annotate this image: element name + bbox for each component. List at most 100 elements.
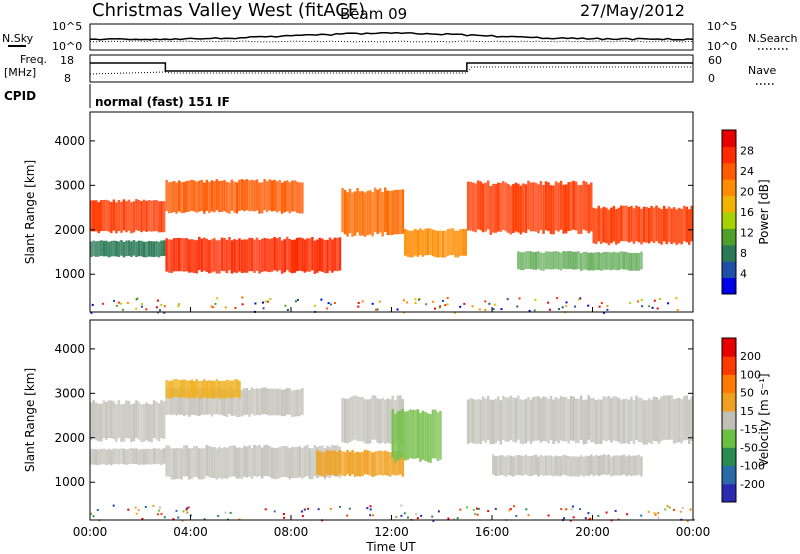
data-cell <box>235 239 239 274</box>
data-cell <box>391 450 394 475</box>
data-cell <box>165 445 168 477</box>
data-cell <box>162 240 166 256</box>
data-cell <box>200 380 204 399</box>
data-cell <box>213 238 216 272</box>
data-cell <box>419 412 422 462</box>
data-speck <box>137 509 140 512</box>
data-speck <box>145 308 148 311</box>
data-speck <box>374 308 377 311</box>
data-cell <box>549 251 553 270</box>
data-cell <box>464 229 467 256</box>
data-cell <box>517 395 520 440</box>
data-cell <box>278 180 281 212</box>
data-cell <box>147 241 151 257</box>
data-cell <box>92 400 95 438</box>
data-cell <box>243 445 246 477</box>
data-cell <box>660 209 663 245</box>
data-band <box>391 408 442 463</box>
data-cell <box>127 448 131 465</box>
data-speck <box>488 302 491 305</box>
data-speck <box>447 517 450 520</box>
data-cell <box>627 399 631 445</box>
data-cell <box>620 205 623 242</box>
data-speck <box>262 307 265 310</box>
data-cell <box>318 451 322 476</box>
data-cell <box>348 188 352 234</box>
data-cell <box>635 455 638 476</box>
data-cell <box>145 448 148 465</box>
data-cell <box>198 236 201 271</box>
data-cell <box>291 447 294 479</box>
data-cell <box>642 206 646 243</box>
data-speck <box>214 302 217 305</box>
data-cell <box>213 380 216 399</box>
data-speck <box>182 510 185 513</box>
data-cell <box>481 183 485 233</box>
x-tick-label: 00:00 <box>73 525 108 539</box>
data-cell <box>537 456 540 477</box>
data-speck <box>284 304 287 307</box>
data-cell <box>183 389 186 416</box>
colorbar-swatch <box>722 338 736 357</box>
colorbar-tick-label: -50 <box>740 441 758 454</box>
data-cell <box>130 202 133 234</box>
data-cell <box>592 252 595 271</box>
data-cell <box>401 452 405 477</box>
data-cell <box>195 379 198 397</box>
data-cell <box>193 388 196 415</box>
freq-panel: Freq. [MHz] 18 8 60 0 Nave <box>4 53 776 85</box>
data-cell <box>255 179 259 211</box>
data-cell <box>270 180 274 212</box>
data-cell <box>288 182 291 214</box>
nsearch-label: N.Search <box>748 32 798 45</box>
data-cell <box>140 404 143 442</box>
data-cell <box>690 396 693 442</box>
data-cell <box>230 445 234 477</box>
x-tick-label: 04:00 <box>173 525 208 539</box>
data-cell <box>572 251 575 270</box>
data-cell <box>223 381 226 399</box>
data-band <box>90 400 166 443</box>
data-cell <box>253 445 256 477</box>
data-cell <box>672 399 676 444</box>
data-cell <box>152 200 156 232</box>
data-cell <box>683 205 686 242</box>
data-speck <box>96 509 99 511</box>
data-cell <box>469 181 472 231</box>
data-cell <box>414 409 417 459</box>
data-cell <box>218 181 221 213</box>
data-speck <box>434 307 436 310</box>
data-cell <box>205 445 209 477</box>
data-cell <box>449 228 452 256</box>
data-cell <box>683 396 686 441</box>
x-tick-label: 20:00 <box>575 525 610 539</box>
data-cell <box>564 184 568 234</box>
data-cell <box>122 403 126 442</box>
data-cell <box>615 455 618 476</box>
nave-label: Nave <box>748 64 776 77</box>
data-cell <box>610 456 613 477</box>
data-speck <box>403 512 406 515</box>
data-cell <box>507 397 510 442</box>
data-cell <box>208 446 211 478</box>
data-cell <box>255 388 259 415</box>
data-cell <box>238 238 241 272</box>
data-speck <box>295 300 297 303</box>
data-cell <box>650 399 653 444</box>
data-cell <box>107 241 111 258</box>
data-speck <box>329 507 332 510</box>
data-cell <box>582 252 585 270</box>
data-cell <box>368 451 372 476</box>
data-cell <box>112 199 116 231</box>
data-cell <box>517 251 520 270</box>
data-speck <box>533 309 536 312</box>
cpid-mode: normal (fast) 151 IF <box>95 95 230 109</box>
data-cell <box>381 192 384 237</box>
data-cell <box>190 388 193 415</box>
data-cell <box>130 448 133 464</box>
data-cell <box>210 447 214 479</box>
data-cell <box>595 400 598 445</box>
data-speck <box>156 299 159 302</box>
data-speck <box>234 307 237 309</box>
data-cell <box>529 399 533 444</box>
